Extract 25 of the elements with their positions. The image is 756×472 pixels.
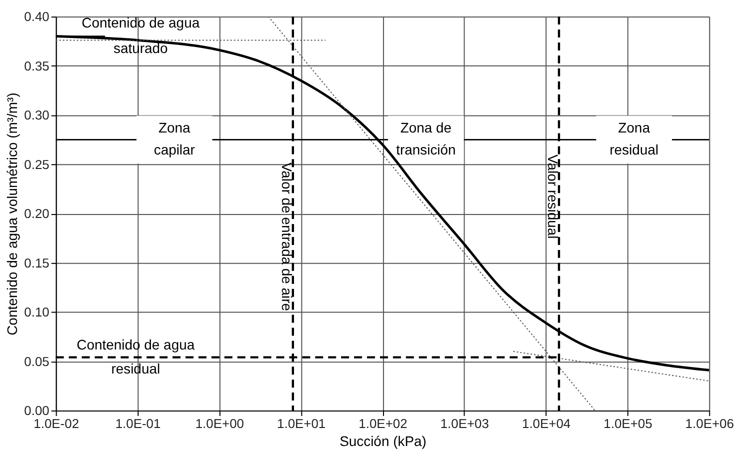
x-tick-label: 1.0E-02 — [34, 416, 80, 431]
x-tick-label: 1.0E+00 — [195, 416, 244, 431]
ref-line-label: Valor residual — [545, 154, 562, 239]
x-tick-label: 1.0E+03 — [440, 416, 489, 431]
annotation: Zona de transición — [396, 120, 456, 158]
y-tick-label: 0.30 — [24, 108, 50, 123]
x-tick-label: 1.0E-01 — [115, 416, 161, 431]
y-tick-label: 0.20 — [24, 206, 50, 222]
y-tick-label: 0.25 — [24, 156, 50, 172]
x-tick-label: 1.0E+04 — [522, 416, 571, 431]
y-tick-label: 0.15 — [24, 255, 50, 270]
y-tick-label: 0.40 — [24, 9, 50, 24]
x-tick-label: 1.0E+05 — [604, 416, 652, 431]
y-tick-label: 0.10 — [24, 304, 50, 320]
y-tick-label: 0.35 — [24, 58, 50, 74]
y-tick-label: 0.00 — [24, 403, 50, 418]
annotation: Zona capilar — [154, 120, 196, 158]
annotation: Zona residual — [610, 120, 658, 158]
x-tick-label: 1.0E+06 — [685, 416, 734, 431]
x-tick-label: 1.0E+01 — [277, 416, 326, 431]
x-tick-label: 1.0E+02 — [358, 416, 408, 431]
x-axis-title: Succión (kPa) — [340, 432, 426, 449]
ref-line-label: Valor de entrada de aire — [278, 162, 295, 312]
y-axis-title: Contenido de agua volumétrico (m³/m³) — [4, 92, 20, 336]
y-tick-label: 0.05 — [24, 354, 50, 369]
